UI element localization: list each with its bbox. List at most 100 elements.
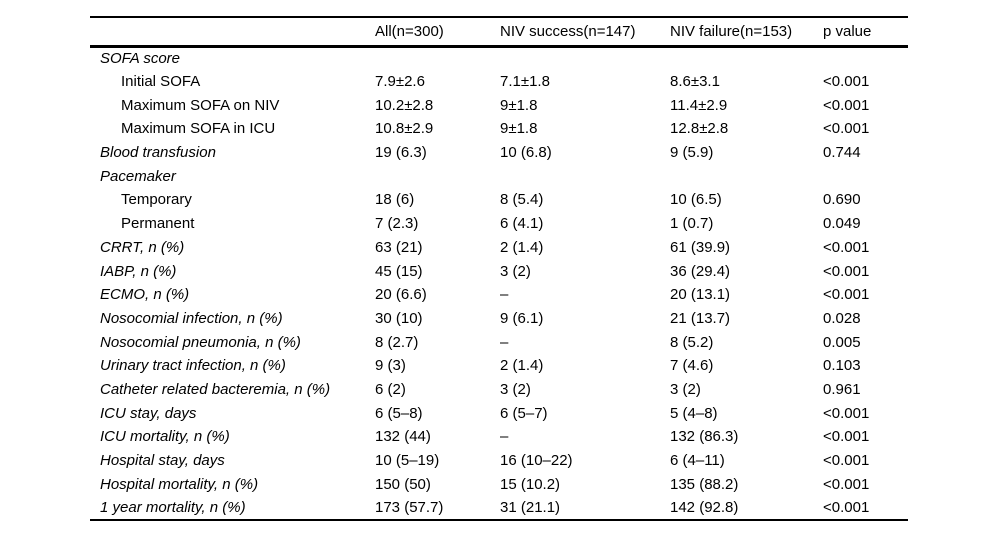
cell-label: Temporary: [121, 191, 192, 209]
cell-p-value: <0.001: [823, 262, 870, 280]
cell-all: 63 (21): [375, 238, 423, 256]
cell-p-value: [823, 46, 908, 70]
cell-niv-success: 9 (6.1): [500, 309, 544, 327]
cell-niv-failure: 3 (2): [670, 380, 701, 398]
cell-p-value: <0.001: [823, 96, 870, 114]
cell-niv-success: 16 (10–22): [500, 452, 573, 470]
cell-p-value: <0.001: [823, 120, 870, 138]
cell-label: Maximum SOFA in ICU: [121, 120, 276, 138]
cell-niv-success: 3 (2): [500, 262, 531, 280]
cell-all: [375, 164, 500, 188]
cell-niv-failure: [670, 46, 823, 70]
cell-niv-failure: 7 (4.6): [670, 357, 714, 375]
cell-niv-success: 6 (5–7): [500, 404, 548, 422]
table-row: Initial SOFA 7.9±2.6 7.1±1.8 8.6±3.1 <0.001: [90, 70, 908, 94]
table-row: Maximum SOFA in ICU 10.8±2.9 9±1.8 12.8±2.8…: [90, 117, 908, 141]
cell-p-value: 0.049: [823, 215, 861, 233]
cell-niv-success: –: [500, 428, 509, 446]
cell-niv-success: 2 (1.4): [500, 357, 544, 375]
cell-niv-success: 9±1.8: [500, 120, 538, 138]
table-row: Catheter related bacteremia, n (%) 6 (2) 3…: [90, 378, 908, 402]
table-row: ICU mortality, n (%) 132 (44) – 132 (86.3) <…: [90, 425, 908, 449]
cell-niv-success: 6 (4.1): [500, 215, 544, 233]
cell-all: 10 (5–19): [375, 452, 440, 470]
cell-niv-success: 10 (6.8): [500, 144, 552, 162]
cell-all: 20 (6.6): [375, 286, 427, 304]
table-row: Temporary 18 (6) 8 (5.4) 10 (6.5) 0.690: [90, 188, 908, 212]
cell-p-value: <0.001: [823, 238, 870, 256]
cell-all: 6 (2): [375, 380, 406, 398]
cell-p-value: <0.001: [823, 286, 870, 304]
header-niv-failure-column: NIV failure(n=153): [670, 17, 823, 48]
header-niv-success-column: NIV success(n=147): [500, 17, 670, 48]
cell-niv-failure: 10 (6.5): [670, 191, 722, 209]
cell-p-value: 0.961: [823, 380, 861, 398]
cell-niv-success: 2 (1.4): [500, 238, 544, 256]
cell-all: 8 (2.7): [375, 333, 419, 351]
clinical-outcomes-table: All(n=300) NIV success(n=147) NIV failur…: [90, 16, 908, 521]
cell-all: 150 (50): [375, 475, 431, 493]
cell-niv-failure: 8.6±3.1: [670, 73, 720, 91]
cell-label: Hospital stay, days: [100, 452, 225, 470]
cell-all: [375, 46, 500, 70]
cell-niv-success: [500, 164, 670, 188]
cell-all: 9 (3): [375, 357, 406, 375]
table-body: SOFA score Initial SOFA 7.9±2.6 7.1±1.8 8.6±…: [90, 46, 908, 520]
cell-niv-failure: 5 (4–8): [670, 404, 718, 422]
cell-p-value: <0.001: [823, 475, 870, 493]
cell-label: Maximum SOFA on NIV: [121, 96, 280, 114]
cell-label: ECMO, n (%): [100, 286, 190, 304]
table-row: Hospital mortality, n (%) 150 (50) 15 (10.…: [90, 472, 908, 496]
cell-all: 45 (15): [375, 262, 423, 280]
cell-all: 30 (10): [375, 309, 423, 327]
cell-niv-failure: 20 (13.1): [670, 286, 731, 304]
table-row: Urinary tract infection, n (%) 9 (3) 2 (1.…: [90, 354, 908, 378]
cell-niv-success: –: [500, 286, 509, 304]
cell-label: Hospital mortality, n (%): [100, 475, 259, 493]
cell-niv-failure: 21 (13.7): [670, 309, 731, 327]
cell-niv-success: 31 (21.1): [500, 498, 561, 516]
cell-all: 10.2±2.8: [375, 96, 434, 114]
table-row: 1 year mortality, n (%) 173 (57.7) 31 (21.…: [90, 496, 908, 520]
header-label-column: [90, 17, 375, 48]
table-row: ICU stay, days 6 (5–8) 6 (5–7) 5 (4–8) <0.00…: [90, 401, 908, 425]
table-row: Hospital stay, days 10 (5–19) 16 (10–22) 6 …: [90, 449, 908, 473]
table-row: IABP, n (%) 45 (15) 3 (2) 36 (29.4) <0.001: [90, 259, 908, 283]
cell-label: Initial SOFA: [121, 73, 201, 91]
cell-niv-failure: [670, 164, 823, 188]
cell-p-value: <0.001: [823, 428, 870, 446]
cell-label: Pacemaker: [100, 167, 176, 185]
cell-all: 7 (2.3): [375, 215, 419, 233]
cell-niv-failure: 142 (92.8): [670, 498, 739, 516]
cell-label: SOFA score: [100, 50, 181, 68]
cell-p-value: 0.690: [823, 191, 861, 209]
table-row: Nosocomial infection, n (%) 30 (10) 9 (6.1…: [90, 307, 908, 331]
table-row: Pacemaker: [90, 164, 908, 188]
cell-p-value: <0.001: [823, 73, 870, 91]
header-p-value-column: p value: [823, 17, 908, 48]
cell-p-value: 0.005: [823, 333, 861, 351]
cell-all: 173 (57.7): [375, 498, 444, 516]
table-row: SOFA score: [90, 46, 908, 70]
cell-label: Nosocomial infection, n (%): [100, 309, 283, 327]
cell-all: 6 (5–8): [375, 404, 423, 422]
cell-label: ICU mortality, n (%): [100, 428, 230, 446]
table-row: Maximum SOFA on NIV 10.2±2.8 9±1.8 11.4±2.9…: [90, 93, 908, 117]
cell-all: 132 (44): [375, 428, 431, 446]
cell-all: 19 (6.3): [375, 144, 427, 162]
table-row: Nosocomial pneumonia, n (%) 8 (2.7) – 8 (5.…: [90, 330, 908, 354]
cell-p-value: <0.001: [823, 498, 870, 516]
cell-p-value: 0.103: [823, 357, 861, 375]
cell-label: Nosocomial pneumonia, n (%): [100, 333, 301, 351]
cell-niv-failure: 61 (39.9): [670, 238, 731, 256]
cell-label: ICU stay, days: [100, 404, 197, 422]
cell-niv-failure: 12.8±2.8: [670, 120, 729, 138]
cell-niv-failure: 8 (5.2): [670, 333, 714, 351]
cell-niv-success: –: [500, 333, 509, 351]
cell-niv-success: 8 (5.4): [500, 191, 544, 209]
cell-niv-failure: 9 (5.9): [670, 144, 714, 162]
cell-p-value: <0.001: [823, 452, 870, 470]
cell-niv-success: 9±1.8: [500, 96, 538, 114]
cell-label: Blood transfusion: [100, 144, 216, 162]
cell-niv-failure: 1 (0.7): [670, 215, 714, 233]
